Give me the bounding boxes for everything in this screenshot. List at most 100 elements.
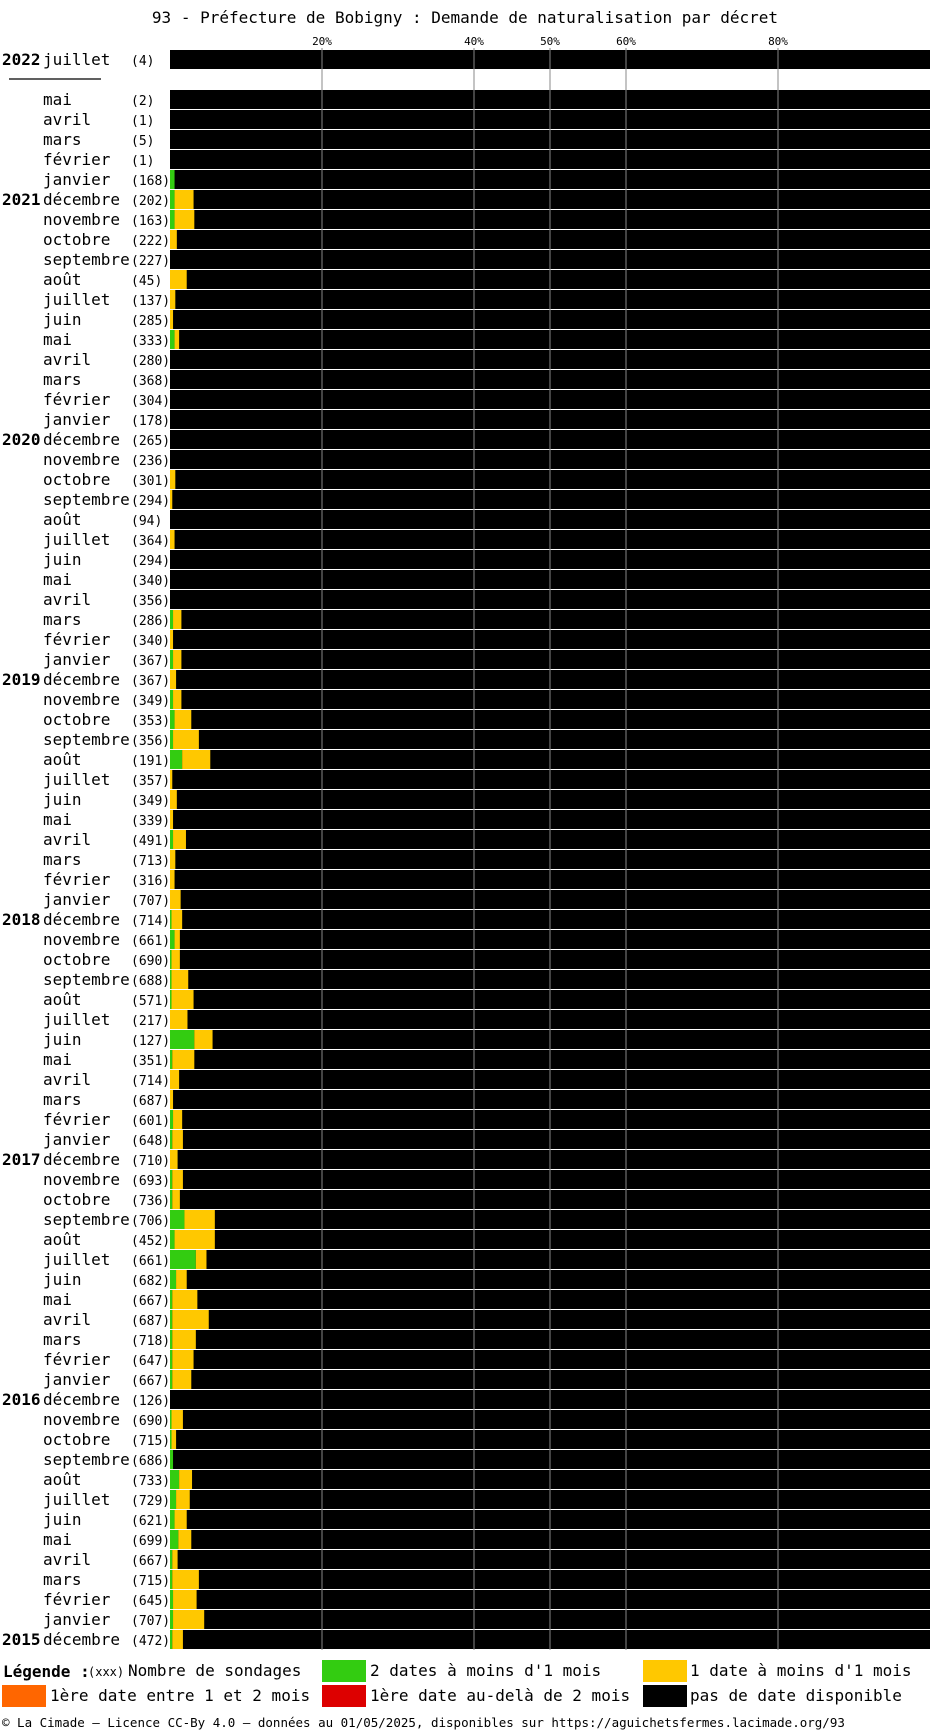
row-count-label: (707) xyxy=(131,894,170,909)
bar-yellow xyxy=(172,1170,183,1189)
row-month-label: mars xyxy=(43,1090,82,1109)
bar-green xyxy=(170,1590,174,1609)
bar-yellow xyxy=(174,1230,215,1249)
bar-green xyxy=(170,730,174,749)
row-month-label: août xyxy=(43,510,82,529)
bar-yellow xyxy=(172,1570,199,1589)
bar-green xyxy=(170,1130,173,1149)
row-month-label: mars xyxy=(43,1330,82,1349)
bar-green xyxy=(170,1350,173,1369)
row-count-label: (286) xyxy=(131,614,170,629)
row-month-label: février xyxy=(43,150,111,169)
row-count-label: (127) xyxy=(131,1034,170,1049)
bar-yellow xyxy=(173,650,182,669)
row-month-label: mai xyxy=(43,1530,72,1549)
row-month-label: avril xyxy=(43,110,91,129)
row-count-label: (364) xyxy=(131,534,170,549)
legend-swatch-yellow xyxy=(643,1660,687,1682)
row-count-label: (163) xyxy=(131,214,170,229)
bar-green xyxy=(170,1570,173,1589)
row-month-label: juin xyxy=(43,550,82,569)
bar-green xyxy=(170,1370,173,1389)
bar-yellow xyxy=(176,1490,190,1509)
row-month-label: octobre xyxy=(43,950,110,969)
row-month-label: janvier xyxy=(43,1610,111,1629)
row-month-label: décembre xyxy=(43,430,120,449)
bar-green xyxy=(170,910,172,929)
row-count-label: (202) xyxy=(131,194,170,209)
bar-yellow xyxy=(172,1550,178,1569)
bar-yellow xyxy=(171,970,189,989)
row-count-label: (713) xyxy=(131,854,170,869)
row-month-label: juillet xyxy=(43,290,110,309)
row-month-label: juin xyxy=(43,1030,82,1049)
row-month-label: juillet xyxy=(43,1490,110,1509)
legend-swatch-red xyxy=(322,1685,366,1707)
row-count-label: (4) xyxy=(131,54,154,69)
row-month-label: août xyxy=(43,750,82,769)
row-count-label: (356) xyxy=(131,594,170,609)
row-count-label: (687) xyxy=(131,1094,170,1109)
bar-yellow xyxy=(184,1210,215,1229)
row-year-label: 2022 xyxy=(2,50,41,69)
row-month-label: février xyxy=(43,630,111,649)
row-month-label: mars xyxy=(43,610,82,629)
bar-yellow xyxy=(171,950,180,969)
bar-green xyxy=(170,830,174,849)
row-month-label: décembre xyxy=(43,910,120,929)
bar-yellow xyxy=(173,1610,205,1629)
row-count-label: (714) xyxy=(131,1074,170,1089)
bar-yellow xyxy=(195,1250,207,1269)
bar-yellow xyxy=(170,790,177,809)
row-count-label: (340) xyxy=(131,634,170,649)
row-count-label: (699) xyxy=(131,1534,170,1549)
row-month-label: février xyxy=(43,390,111,409)
row-month-label: novembre xyxy=(43,930,120,949)
row-count-label: (137) xyxy=(131,294,170,309)
row-month-label: juin xyxy=(43,1510,82,1529)
row-count-label: (710) xyxy=(131,1154,170,1169)
row-count-label: (339) xyxy=(131,814,170,829)
row-count-label: (356) xyxy=(131,734,170,749)
row-month-label: mai xyxy=(43,1290,72,1309)
bar-yellow xyxy=(174,930,180,949)
bar-green xyxy=(170,190,175,209)
chart-title: 93 - Préfecture de Bobigny : Demande de … xyxy=(151,8,779,27)
row-count-label: (265) xyxy=(131,434,170,449)
row-count-label: (236) xyxy=(131,454,170,469)
row-count-label: (222) xyxy=(131,234,170,249)
row-count-label: (491) xyxy=(131,834,170,849)
bar-yellow xyxy=(171,1430,177,1449)
row-month-label: décembre xyxy=(43,670,120,689)
row-count-label: (294) xyxy=(131,554,170,569)
bar-green xyxy=(170,1030,195,1049)
row-year-label: 2015 xyxy=(2,1630,41,1649)
row-month-label: juillet xyxy=(43,530,110,549)
bar-yellow xyxy=(170,470,176,489)
row-count-label: (178) xyxy=(131,414,170,429)
row-month-label: août xyxy=(43,1230,82,1249)
bar-green xyxy=(170,1510,175,1529)
row-count-label: (686) xyxy=(131,1454,170,1469)
row-count-label: (718) xyxy=(131,1334,170,1349)
bar-yellow xyxy=(172,1050,195,1069)
bar-yellow xyxy=(170,770,173,789)
row-count-label: (217) xyxy=(131,1014,170,1029)
bar-green xyxy=(170,1210,185,1229)
row-count-label: (5) xyxy=(131,134,154,149)
row-count-label: (168) xyxy=(131,174,170,189)
row-count-label: (349) xyxy=(131,794,170,809)
row-count-label: (2) xyxy=(131,94,154,109)
row-count-label: (191) xyxy=(131,754,170,769)
row-year-label: 2020 xyxy=(2,430,41,449)
row-month-label: novembre xyxy=(43,210,120,229)
row-count-label: (353) xyxy=(131,714,170,729)
bar-green xyxy=(170,710,175,729)
bar-yellow xyxy=(170,850,176,869)
row-month-label: mai xyxy=(43,810,72,829)
row-count-label: (126) xyxy=(131,1394,170,1409)
bar-green xyxy=(170,1330,173,1349)
legend-title: Légende : xyxy=(3,1662,90,1681)
bar-yellow xyxy=(170,490,173,509)
legend: Légende : (xxx) Nombre de sondages 2 dat… xyxy=(0,1660,930,1710)
